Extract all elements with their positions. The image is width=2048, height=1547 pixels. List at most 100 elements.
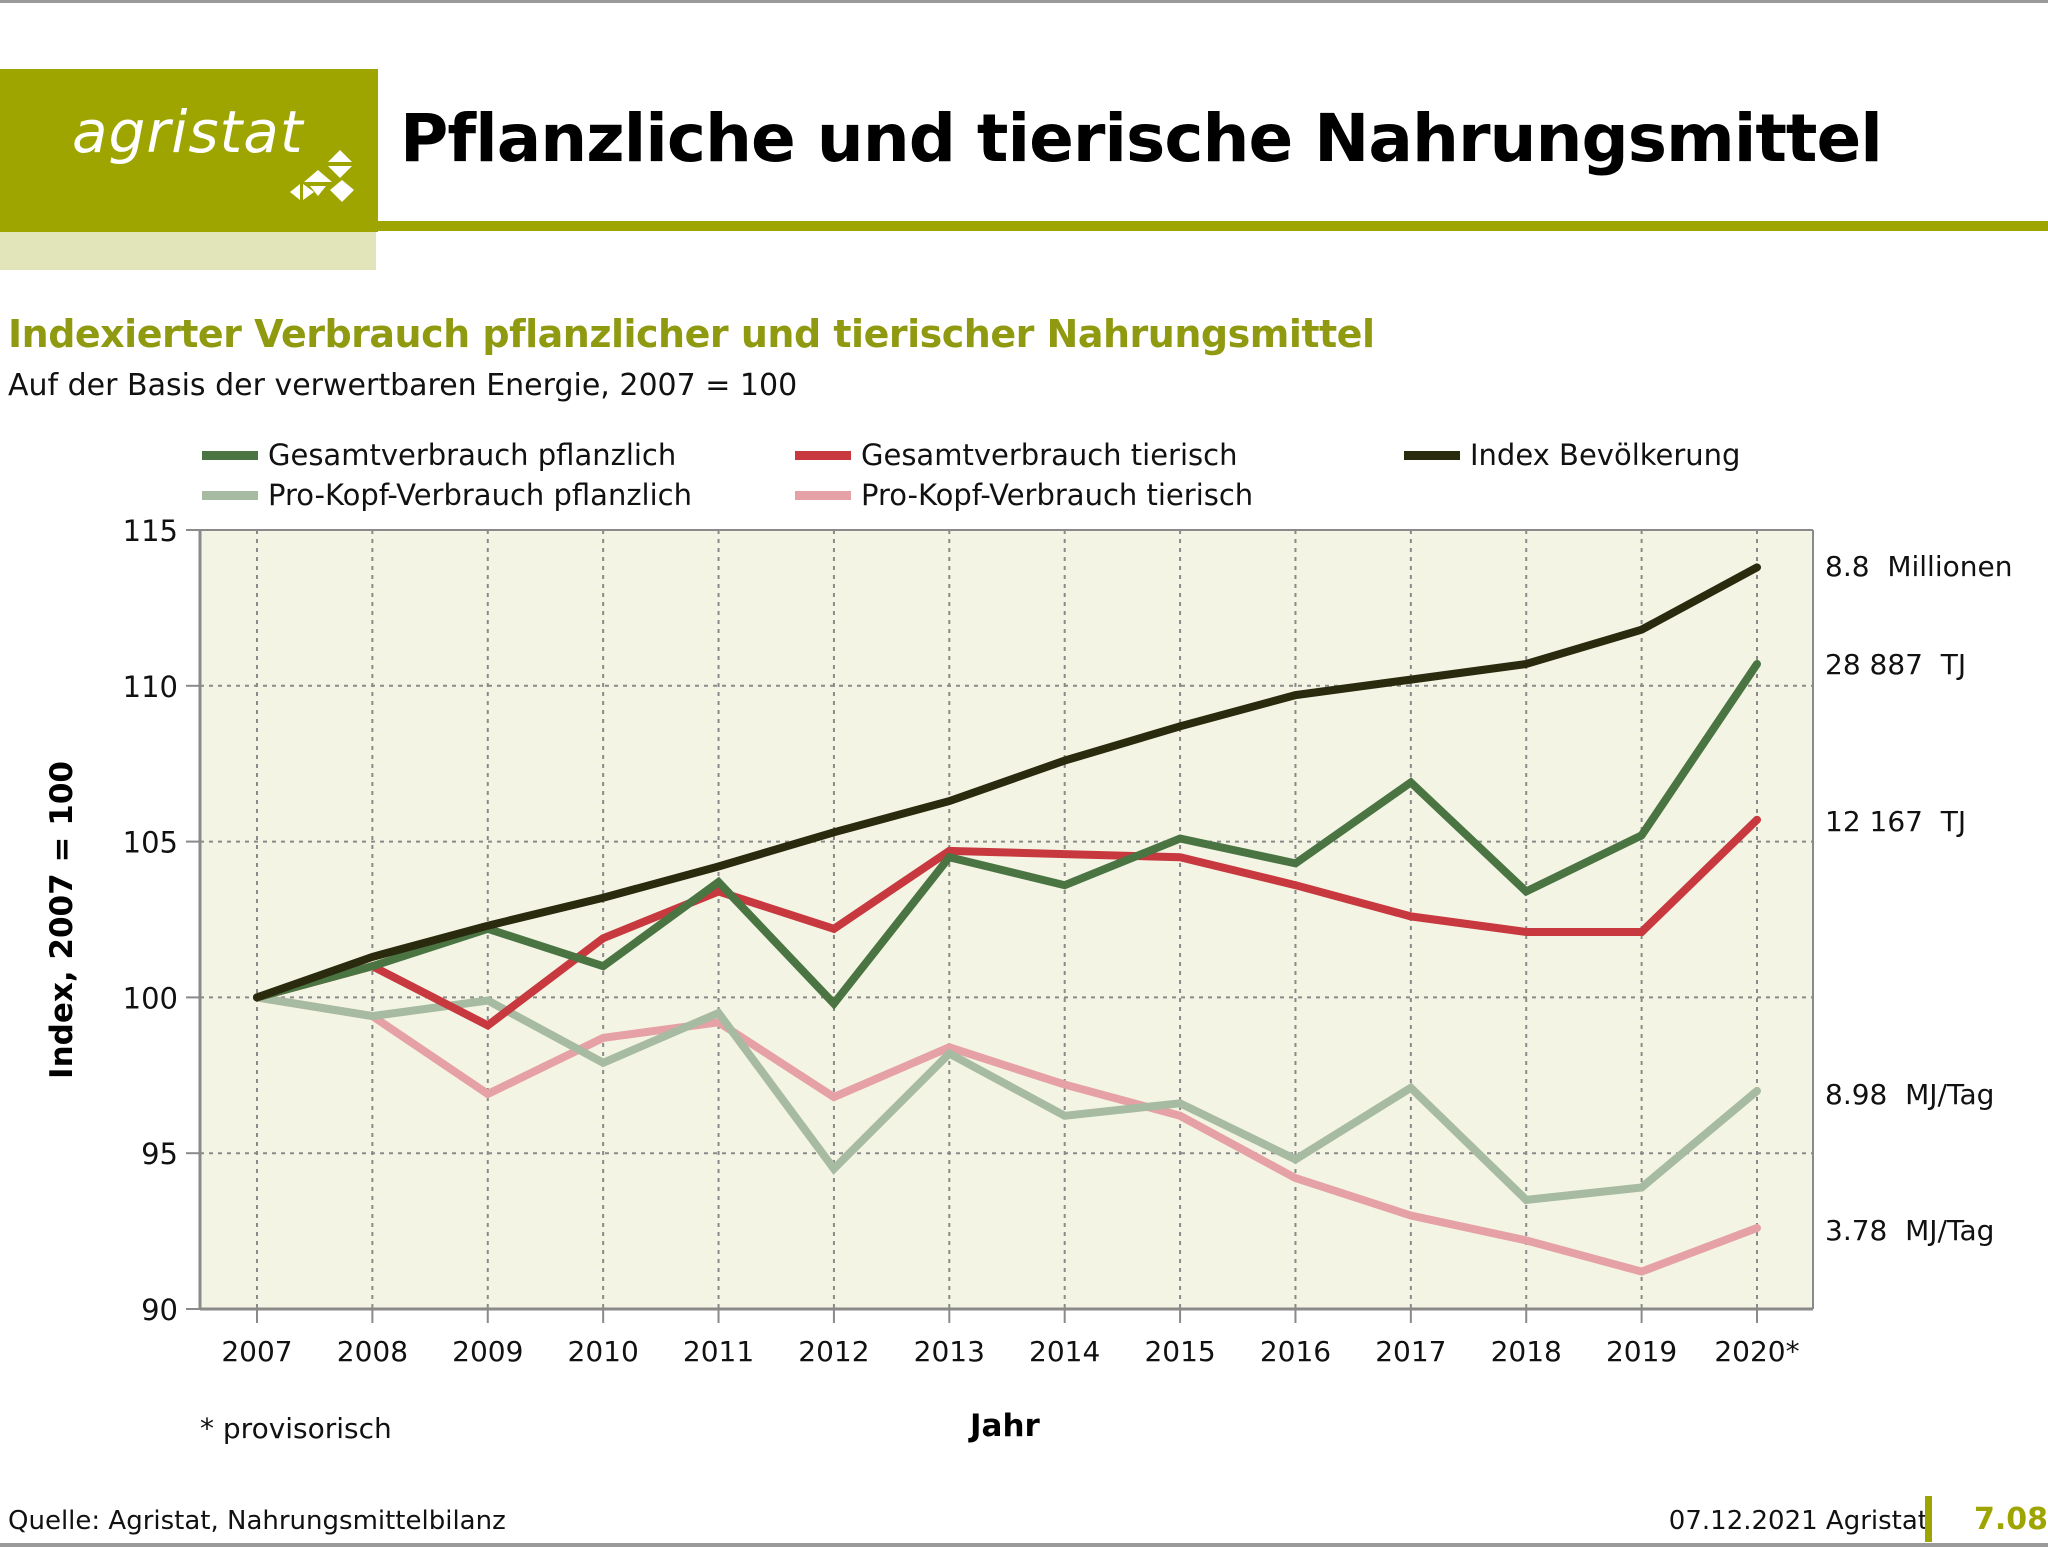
x-tick-label: 2007 bbox=[221, 1335, 292, 1368]
y-tick-label: 90 bbox=[141, 1293, 178, 1327]
data-point bbox=[1294, 694, 1296, 696]
x-tick-label: 2009 bbox=[452, 1335, 523, 1368]
legend-swatch bbox=[795, 490, 851, 500]
data-point bbox=[1064, 853, 1066, 855]
legend-swatch bbox=[795, 450, 851, 460]
data-point bbox=[1179, 837, 1181, 839]
data-point bbox=[1294, 1177, 1296, 1179]
x-tick-label: 2013 bbox=[914, 1335, 985, 1368]
footer-date: 07.12.2021 Agristat bbox=[1668, 1506, 1928, 1536]
data-point bbox=[371, 1015, 373, 1017]
logo-accent-block bbox=[0, 232, 376, 270]
data-point bbox=[602, 1037, 604, 1039]
x-tick-label: 2014 bbox=[1029, 1335, 1100, 1368]
x-tick-label: 2011 bbox=[683, 1335, 754, 1368]
footer-divider bbox=[1925, 1496, 1932, 1542]
legend-item: Pro-Kopf-Verbrauch pflanzlich bbox=[202, 478, 692, 512]
end-label: 12 167 TJ bbox=[1825, 805, 1967, 838]
data-point bbox=[371, 956, 373, 958]
title-underline bbox=[378, 221, 2048, 231]
series-line-pro-kopf-verbrauch-tierisch bbox=[253, 993, 1761, 1276]
data-point bbox=[1525, 663, 1527, 665]
data-point bbox=[1179, 725, 1181, 727]
data-point bbox=[602, 965, 604, 967]
y-tick-label: 95 bbox=[141, 1137, 178, 1171]
data-point bbox=[602, 1062, 604, 1064]
legend-swatch bbox=[202, 490, 258, 500]
y-axis-label: Index, 2007 = 100 bbox=[44, 761, 80, 1079]
data-point bbox=[833, 928, 835, 930]
x-tick-label: 2010 bbox=[568, 1335, 639, 1368]
source-note: Quelle: Agristat, Nahrungsmittelbilanz bbox=[8, 1506, 506, 1536]
end-label: 8.98 MJ/Tag bbox=[1825, 1078, 1995, 1111]
data-point bbox=[1756, 566, 1758, 568]
legend-label: Gesamtverbrauch pflanzlich bbox=[268, 438, 677, 472]
x-tick-label: 2015 bbox=[1144, 1335, 1215, 1368]
data-point bbox=[1756, 1090, 1758, 1092]
data-point bbox=[718, 890, 720, 892]
data-point bbox=[1756, 819, 1758, 821]
page-title: Pflanzliche und tierische Nahrungsmittel bbox=[400, 100, 1883, 177]
data-point bbox=[718, 866, 720, 868]
data-point bbox=[718, 881, 720, 883]
legend-item: Gesamtverbrauch pflanzlich bbox=[202, 438, 676, 472]
data-point bbox=[1641, 931, 1643, 933]
data-point bbox=[1756, 1227, 1758, 1229]
data-point bbox=[1179, 856, 1181, 858]
top-border bbox=[0, 0, 2048, 3]
data-point bbox=[1410, 1087, 1412, 1089]
data-point bbox=[1179, 1102, 1181, 1104]
data-point bbox=[1525, 890, 1527, 892]
data-point bbox=[948, 1052, 950, 1054]
data-point bbox=[371, 965, 373, 967]
data-point bbox=[1410, 781, 1412, 783]
data-point bbox=[487, 1000, 489, 1002]
legend-label: Pro-Kopf-Verbrauch pflanzlich bbox=[268, 478, 692, 512]
x-axis-label: Jahr bbox=[970, 1408, 1040, 1444]
y-tick-label: 115 bbox=[123, 514, 178, 548]
data-point bbox=[1641, 834, 1643, 836]
data-point bbox=[1641, 1186, 1643, 1188]
x-tick-label: 2008 bbox=[337, 1335, 408, 1368]
chart-title: Indexierter Verbrauch pflanzlicher und t… bbox=[8, 312, 1375, 356]
legend-label: Index Bevölkerung bbox=[1470, 438, 1741, 472]
data-point bbox=[718, 1021, 720, 1023]
data-point bbox=[1525, 931, 1527, 933]
data-point bbox=[948, 856, 950, 858]
data-point bbox=[833, 1168, 835, 1170]
legend-label: Pro-Kopf-Verbrauch tierisch bbox=[861, 478, 1254, 512]
series-line-gesamtverbrauch-tierisch bbox=[253, 815, 1761, 1031]
data-point bbox=[833, 831, 835, 833]
data-point bbox=[1525, 1199, 1527, 1201]
x-tick-label: 2016 bbox=[1260, 1335, 1331, 1368]
x-tick-label: 2012 bbox=[798, 1335, 869, 1368]
data-point bbox=[487, 1093, 489, 1095]
legend-swatch bbox=[202, 450, 258, 460]
data-point bbox=[1641, 629, 1643, 631]
data-point bbox=[1064, 1115, 1066, 1117]
data-point bbox=[1641, 1271, 1643, 1273]
series-line-index-bevoelkerung bbox=[253, 563, 1761, 1002]
data-point bbox=[1410, 679, 1412, 681]
data-point bbox=[948, 800, 950, 802]
data-point bbox=[1064, 884, 1066, 886]
data-point bbox=[1410, 1215, 1412, 1217]
legend-item: Gesamtverbrauch tierisch bbox=[795, 438, 1237, 472]
data-point bbox=[1294, 1158, 1296, 1160]
legend-item: Index Bevölkerung bbox=[1404, 438, 1740, 472]
data-point bbox=[1410, 915, 1412, 917]
data-point bbox=[948, 850, 950, 852]
data-point bbox=[1179, 1115, 1181, 1117]
data-point bbox=[256, 996, 258, 998]
data-point bbox=[1064, 1084, 1066, 1086]
end-label: 8.8 Millionen bbox=[1825, 550, 2013, 583]
data-point bbox=[1525, 1239, 1527, 1241]
data-point bbox=[1756, 663, 1758, 665]
legend-label: Gesamtverbrauch tierisch bbox=[861, 438, 1238, 472]
footnote: * provisorisch bbox=[200, 1412, 392, 1445]
logo-mark-icon bbox=[290, 150, 354, 202]
y-tick-label: 100 bbox=[123, 981, 178, 1015]
x-tick-label: 2020* bbox=[1714, 1335, 1799, 1368]
data-point bbox=[1294, 862, 1296, 864]
